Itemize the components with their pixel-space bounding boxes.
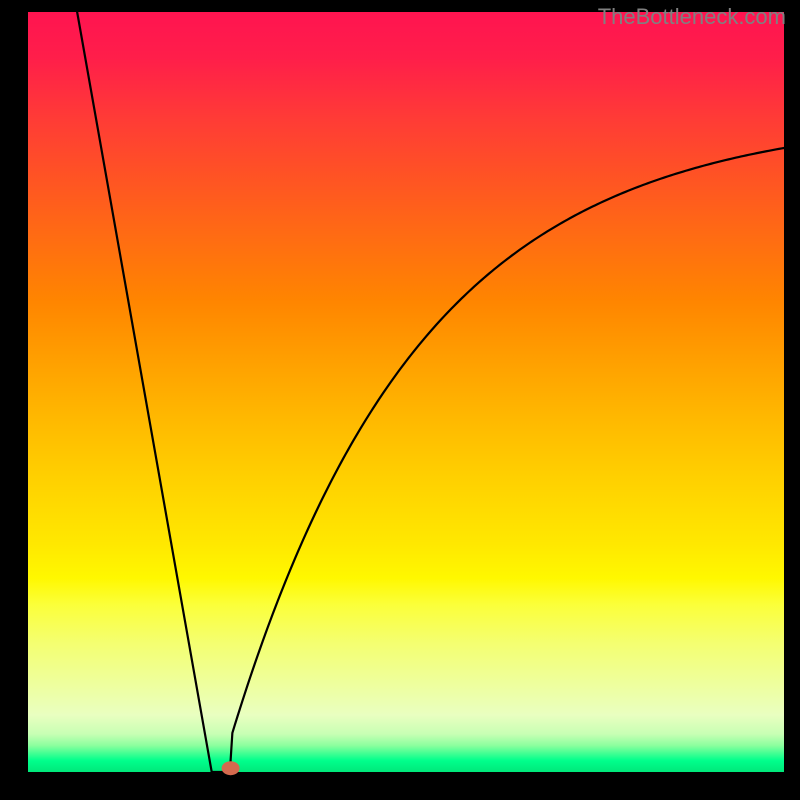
bottleneck-curve-chart: [0, 0, 800, 800]
plot-background: [28, 12, 784, 772]
current-config-marker: [222, 761, 240, 775]
watermark-text: TheBottleneck.com: [598, 4, 786, 30]
chart-stage: TheBottleneck.com: [0, 0, 800, 800]
